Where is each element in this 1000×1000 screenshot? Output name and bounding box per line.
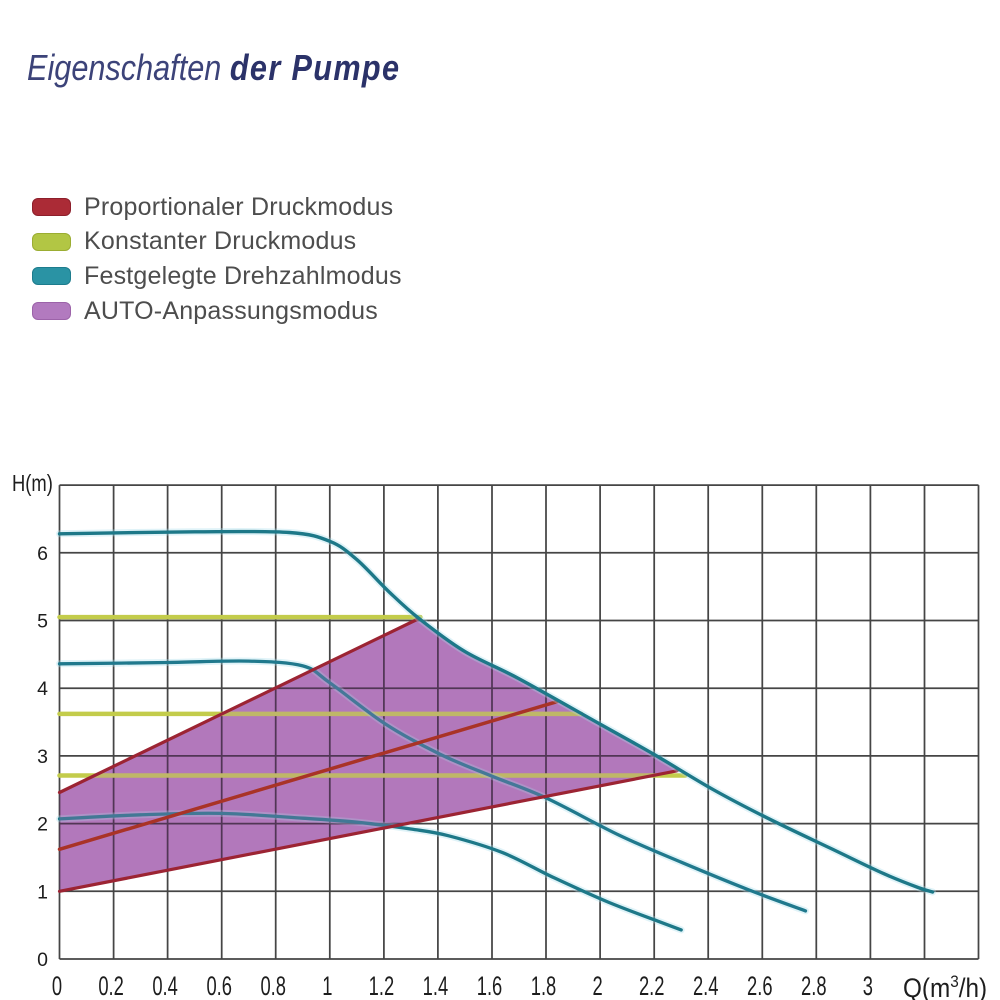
svg-text:1.8: 1.8 xyxy=(531,970,557,1000)
svg-text:1.4: 1.4 xyxy=(423,970,449,1000)
svg-text:2: 2 xyxy=(37,814,48,836)
svg-text:3: 3 xyxy=(37,746,48,768)
svg-text:1: 1 xyxy=(322,970,332,1000)
svg-text:2: 2 xyxy=(592,970,602,1000)
svg-text:0: 0 xyxy=(37,949,48,971)
svg-text:2.8: 2.8 xyxy=(801,970,827,1000)
svg-text:Q(m3/h): Q(m3/h) xyxy=(903,972,987,1000)
svg-text:2.4: 2.4 xyxy=(693,970,719,1000)
svg-text:1: 1 xyxy=(37,881,48,903)
svg-text:2.2: 2.2 xyxy=(639,970,665,1000)
svg-text:6: 6 xyxy=(37,543,48,565)
svg-text:0.4: 0.4 xyxy=(152,970,178,1000)
svg-text:0.6: 0.6 xyxy=(206,970,232,1000)
svg-text:1.2: 1.2 xyxy=(369,970,395,1000)
svg-text:5: 5 xyxy=(37,611,48,633)
svg-text:2.6: 2.6 xyxy=(747,970,773,1000)
svg-text:0: 0 xyxy=(52,970,62,1000)
svg-text:4: 4 xyxy=(37,678,48,700)
svg-text:0.8: 0.8 xyxy=(260,970,286,1000)
svg-text:0.2: 0.2 xyxy=(98,970,124,1000)
svg-text:H(m): H(m) xyxy=(12,471,53,496)
svg-text:3: 3 xyxy=(863,970,873,1000)
svg-text:1.6: 1.6 xyxy=(477,970,503,1000)
